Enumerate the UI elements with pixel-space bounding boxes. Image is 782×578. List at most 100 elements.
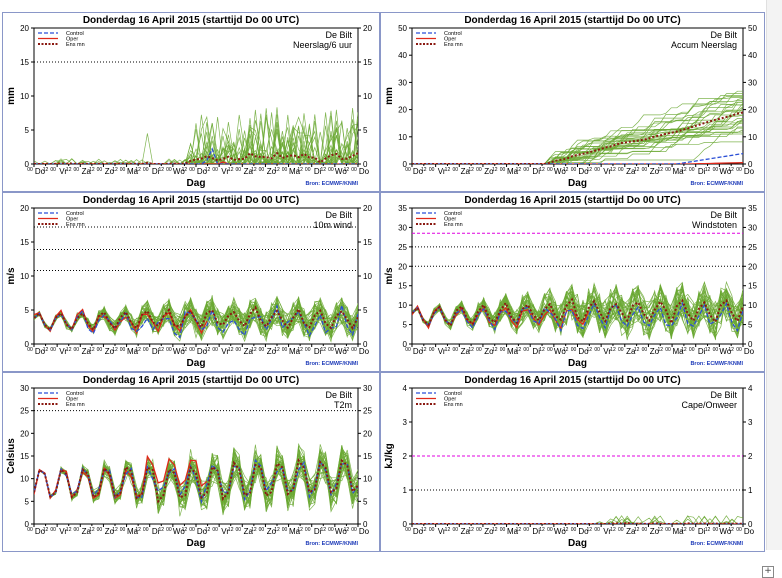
xtick-hour-label: 00 <box>547 527 553 533</box>
xtick-hour-label: 12 <box>563 167 569 173</box>
xtick-hour-label: 12 <box>297 167 303 173</box>
ensemble-member-line <box>412 283 743 333</box>
xtick-hour-label: 00 <box>120 167 126 173</box>
panel-border <box>380 12 765 192</box>
day-label: Za <box>461 167 471 176</box>
xtick-hour-label: 12 <box>274 527 280 533</box>
xtick-hour-label: 00 <box>665 347 671 353</box>
xtick-hour-label: 00 <box>189 167 195 173</box>
ytick-label-left: 5 <box>25 126 30 135</box>
xtick-hour-label: 12 <box>587 167 593 173</box>
xtick-hour-label: 00 <box>523 347 529 353</box>
xtick-hour-label: 12 <box>634 527 640 533</box>
ensemble-member-line <box>412 106 743 164</box>
xtick-hour-label: 00 <box>328 527 334 533</box>
chart-svg: Donderdag 16 April 2015 (starttijd Do 00… <box>2 12 380 192</box>
xtick-hour-label: 12 <box>728 167 734 173</box>
parameter-label: T2m <box>334 400 352 410</box>
day-label: Za <box>82 167 92 176</box>
ensemble-member-line <box>34 140 358 164</box>
legend-label-oper: Oper <box>66 37 78 43</box>
xtick-hour-label: 12 <box>66 167 72 173</box>
ytick-label-right: 0 <box>363 520 368 529</box>
chart-svg: Donderdag 16 April 2015 (starttijd Do 00… <box>380 12 765 192</box>
xtick-hour-label: 12 <box>43 167 49 173</box>
ensemble-member-line <box>412 286 743 340</box>
day-label: Vr <box>221 167 229 176</box>
ensemble-member-line <box>412 141 743 164</box>
ytick-label-left: 0 <box>25 340 30 349</box>
xtick-hour-label: 12 <box>321 347 327 353</box>
xtick-hour-label: 00 <box>618 167 624 173</box>
ens-mean-series-line <box>412 521 743 524</box>
ytick-label-right: 10 <box>748 133 757 142</box>
xtick-hour-label: 00 <box>476 167 482 173</box>
y-axis-label: m/s <box>384 267 395 285</box>
xtick-hour-label: 00 <box>547 347 553 353</box>
xtick-hour-label: 00 <box>642 527 648 533</box>
xtick-hour-label: 00 <box>74 347 80 353</box>
day-label: Wo <box>554 527 566 536</box>
ytick-label-right: 4 <box>748 384 753 393</box>
ytick-label-right: 20 <box>363 429 372 438</box>
xtick-hour-label: 12 <box>657 167 663 173</box>
day-label: Di <box>698 527 706 536</box>
xtick-hour-label: 12 <box>228 167 234 173</box>
ytick-label-left: 30 <box>398 78 407 87</box>
xtick-hour-label: 12 <box>205 347 211 353</box>
day-label: Wo <box>335 347 347 356</box>
ytick-label-left: 10 <box>398 301 407 310</box>
xtick-hour-label: 00 <box>571 167 577 173</box>
day-label: Do <box>197 347 208 356</box>
xtick-hour-label: 12 <box>516 167 522 173</box>
ytick-label-left: 40 <box>398 51 407 60</box>
day-label: Vr <box>438 527 446 536</box>
expand-icon[interactable]: + <box>762 566 774 578</box>
day-label: Di <box>532 527 540 536</box>
xtick-hour-label: 12 <box>274 347 280 353</box>
xtick-hour-label: 12 <box>43 347 49 353</box>
ytick-label-right: 5 <box>363 306 368 315</box>
xtick-hour-label: 12 <box>135 347 141 353</box>
xtick-hour-label: 12 <box>610 167 616 173</box>
day-label: Zo <box>105 167 115 176</box>
xtick-hour-label: 12 <box>344 527 350 533</box>
day-label: Vr <box>59 347 67 356</box>
ensemble-member-line <box>412 122 743 164</box>
ytick-label-right: 0 <box>748 340 753 349</box>
xtick-hour-label: 00 <box>547 167 553 173</box>
day-label: Do <box>35 167 46 176</box>
xtick-hour-label: 12 <box>563 527 569 533</box>
xtick-hour-label: 00 <box>166 167 172 173</box>
ytick-label-right: 1 <box>748 486 753 495</box>
legend-label-ens-mn: Ens mn <box>66 42 85 48</box>
xtick-hour-label: 00 <box>736 347 742 353</box>
ytick-label-left: 10 <box>20 92 29 101</box>
xtick-hour-label: 12 <box>135 527 141 533</box>
xtick-hour-label: 00 <box>429 347 435 353</box>
ytick-label-left: 25 <box>398 243 407 252</box>
day-label: Wo <box>719 347 731 356</box>
xtick-hour-label: 00 <box>713 527 719 533</box>
ytick-label-left: 4 <box>403 384 408 393</box>
xtick-hour-label: 12 <box>468 347 474 353</box>
day-label: Zo <box>650 347 660 356</box>
xtick-hour-label: 00 <box>236 527 242 533</box>
xtick-hour-label: 12 <box>321 167 327 173</box>
day-label: Wo <box>173 167 185 176</box>
xtick-hour-label: 12 <box>634 347 640 353</box>
ytick-label-left: 0 <box>403 160 408 169</box>
xtick-hour-label: 00 <box>594 347 600 353</box>
xtick-hour-label: 00 <box>405 527 411 533</box>
xtick-hour-label: 12 <box>492 527 498 533</box>
day-label: Do <box>578 167 589 176</box>
xtick-hour-label: 12 <box>445 167 451 173</box>
xtick-hour-label: 00 <box>689 347 695 353</box>
xtick-hour-label: 12 <box>182 527 188 533</box>
ytick-label-right: 15 <box>363 58 372 67</box>
ytick-label-left: 3 <box>403 418 408 427</box>
xtick-hour-label: 12 <box>705 527 711 533</box>
scrollbar[interactable] <box>766 0 782 550</box>
parameter-label: Neerslag/6 uur <box>293 40 352 50</box>
